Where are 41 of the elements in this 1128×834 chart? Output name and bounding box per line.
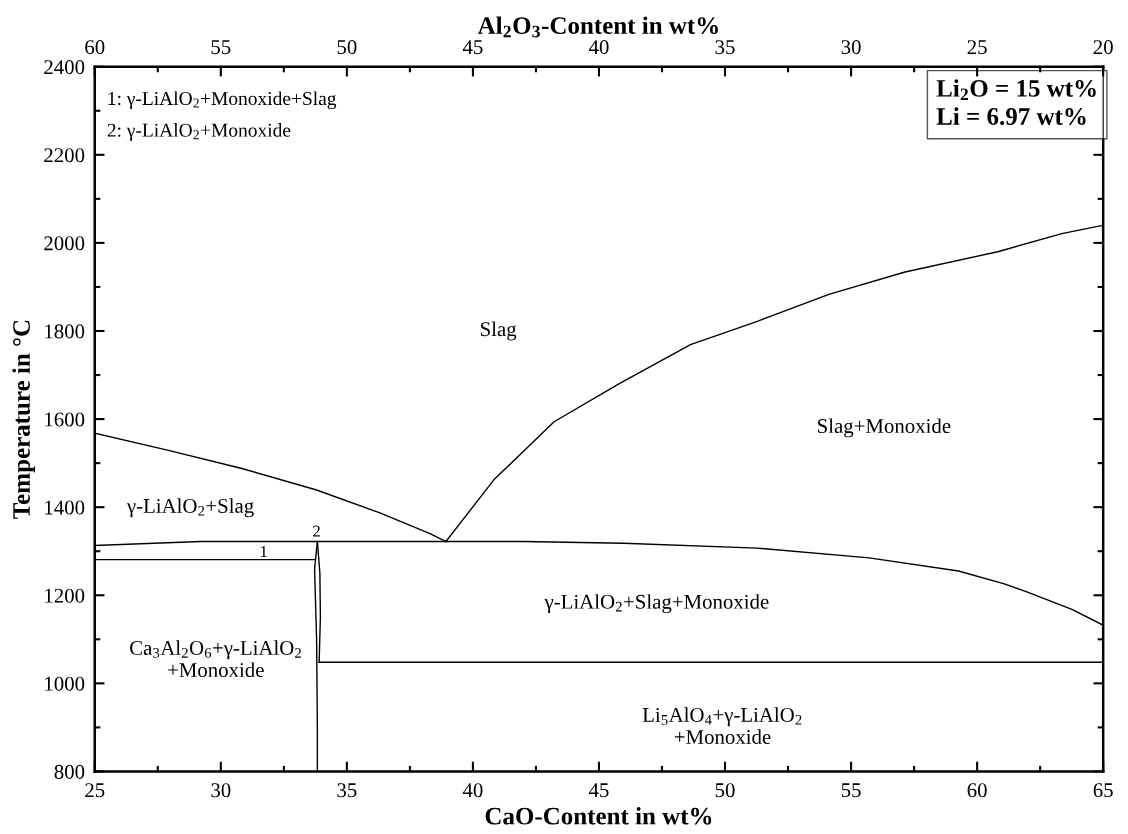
annotation: γ-LiAlO$_{2}$+Slag+Monoxide (544, 594, 769, 614)
annotation: Li$_{2}$O = 15 wt% Li = 6.97 wt% (936, 79, 1096, 125)
y-tick-label: 2200 (44, 148, 85, 163)
annotation: γ-LiAlO$_{2}$+Slag (126, 498, 254, 518)
y-tick-label: 2400 (44, 60, 85, 75)
x2-tick-label: 25 (967, 40, 987, 55)
x-axis-title: CaO-Content in wt% (485, 807, 712, 825)
x2-tick-label: 30 (841, 40, 861, 55)
text: Ca$_{3}$Al$_{2}$O$_{6}$+γ-LiAlO$_{2}$ +Monoxide (130, 640, 301, 678)
x2-tick-label: 60 (85, 40, 105, 55)
y-tick-label: 800 (54, 764, 85, 779)
annotation: Slag+Monoxide (818, 418, 951, 438)
x-tick-label: 25 (85, 783, 105, 798)
x2-tick-label: 20 (1093, 40, 1113, 55)
y-tick-label: 1800 (45, 324, 85, 339)
annotation: 2: γ-LiAlO$_{2}$+Monoxide (107, 123, 291, 141)
x-tick-label: 55 (841, 783, 861, 798)
y-tick-label: 1000 (45, 676, 85, 691)
x-tick-label: 35 (337, 783, 357, 798)
x-tick-label: 65 (1093, 783, 1113, 798)
y-tick-label: 1600 (45, 412, 85, 427)
text: Li$_{5}$AlO$_{4}$+γ-LiAlO$_{2}$ +Monoxide (642, 707, 802, 744)
x2-tick-label: 55 (211, 40, 231, 55)
x-tick-label: 40 (462, 783, 483, 798)
x2-axis-title: Al$_{2}$O$_{3}$-Content in wt% (477, 16, 718, 38)
y-tick-label: 1400 (45, 500, 85, 515)
x2-tick-label: 50 (337, 40, 357, 55)
x2-tick-label: 40 (588, 40, 609, 55)
annotation: 1 (260, 545, 267, 557)
annotation: 2 (313, 525, 320, 537)
x2-tick-label: 35 (715, 40, 735, 55)
x-tick-label: 30 (211, 783, 231, 798)
x-tick-label: 45 (588, 783, 609, 798)
x-tick-label: 50 (715, 783, 735, 798)
annotation: 1: γ-LiAlO$_{2}$+Monoxide+Slag (108, 91, 337, 110)
x2-tick-label: 45 (462, 40, 483, 55)
y-tick-label: 2000 (44, 236, 85, 251)
x-tick-label: 60 (967, 783, 987, 798)
annotation: Slag (481, 321, 517, 341)
y-axis-title: Temperature in °C (12, 320, 36, 519)
y-tick-label: 1200 (45, 588, 85, 603)
